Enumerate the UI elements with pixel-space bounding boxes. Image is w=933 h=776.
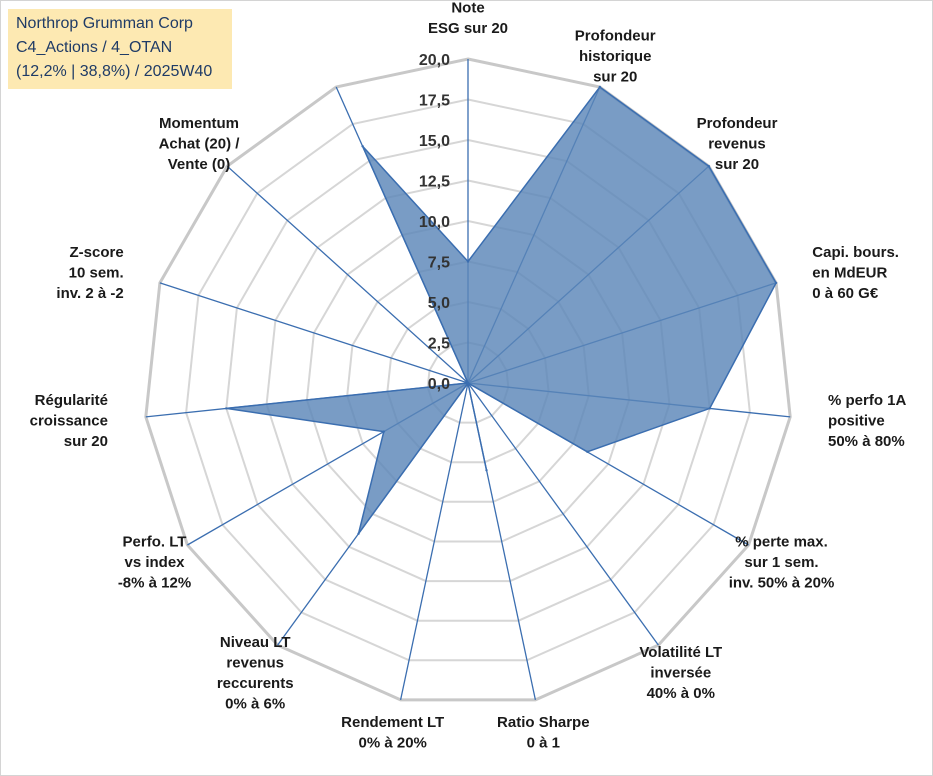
axis-label-13: Momentum Achat (20) / Vente (0) xyxy=(159,115,241,173)
axis-label-11: Régularité croissance sur 20 xyxy=(30,392,108,450)
r-tick-label: 0,0 xyxy=(428,376,450,393)
r-tick-label: 17,5 xyxy=(419,93,450,110)
data-point-7 xyxy=(485,469,488,472)
r-tick-label: 7,5 xyxy=(428,255,450,272)
info-stats: (12,2% | 38,8%) / 2025W40 xyxy=(16,63,213,80)
data-point-10 xyxy=(382,430,385,433)
data-point-0 xyxy=(466,260,470,263)
axis-spoke-8 xyxy=(399,382,469,701)
axis-label-3: Capi. bours. en MdEUR 0 à 60 G€ xyxy=(812,244,899,302)
axis-label-10: Perfo. LT vs index -8% à 12% xyxy=(118,534,191,592)
r-tick-label: 15,0 xyxy=(419,133,450,150)
series-layer xyxy=(225,85,778,535)
axis-label-2: Profondeur revenus sur 20 xyxy=(697,115,778,173)
r-tick-label: 12,5 xyxy=(419,174,450,191)
r-tick-label: 5,0 xyxy=(428,295,450,312)
axis-label-9: Niveau LT revenus reccurents 0% à 6% xyxy=(217,634,294,713)
data-point-5 xyxy=(586,450,589,453)
data-point-3 xyxy=(774,281,778,285)
axis-label-8: Rendement LT 0% à 20% xyxy=(341,714,444,752)
axis-label-6: Volatilité LT inversée 40% à 0% xyxy=(639,644,722,702)
data-point-11 xyxy=(225,407,228,410)
axis-label-layer: Note ESG sur 20 Profondeur historique sur 20… xyxy=(30,0,907,752)
axis-label-12: Z-score 10 sem. inv. 2 à -2 xyxy=(56,244,123,302)
axis-spoke-6 xyxy=(467,382,659,646)
r-tick-label: 20,0 xyxy=(419,52,450,69)
axis-label-5: % perte max. sur 1 sem. inv. 50% à 20% xyxy=(729,534,835,592)
data-point-13 xyxy=(466,381,470,385)
axis-label-1: Profondeur historique sur 20 xyxy=(575,28,656,86)
r-tick-label: 10,0 xyxy=(419,214,450,231)
info-title: Northrop Grumman Corp xyxy=(16,15,193,32)
axis-spoke-12 xyxy=(159,282,469,384)
axis-spoke-13 xyxy=(226,165,469,384)
info-box: Northrop Grumman Corp C4_Actions / 4_OTA… xyxy=(8,9,232,89)
data-point-9 xyxy=(357,532,360,535)
tick-layer: 0,0 2,5 5,0 7,5 10,0 12,5 15,0 17,5 20,0 xyxy=(419,52,450,393)
data-point-14 xyxy=(361,145,364,148)
axis-label-7: Ratio Sharpe 0 à 1 xyxy=(497,714,590,752)
axis-label-0: Note ESG sur 20 xyxy=(428,0,508,37)
data-point-4 xyxy=(708,407,711,410)
axis-label-4: % perfo 1A positive 50% à 80% xyxy=(828,392,907,450)
data-point-2 xyxy=(707,165,710,168)
info-category: C4_Actions / 4_OTAN xyxy=(16,39,173,56)
data-point-1 xyxy=(598,85,601,89)
r-tick-label: 2,5 xyxy=(428,336,450,353)
